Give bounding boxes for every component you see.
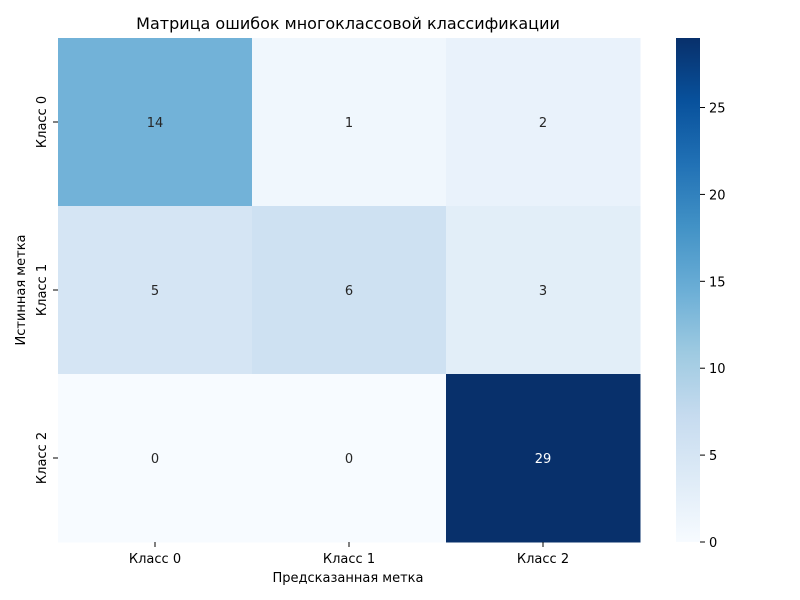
- heatmap-cell: [446, 374, 641, 543]
- heatmap-cells: [58, 38, 641, 543]
- x-axis: Класс 0 Класс 1 Класс 2: [129, 542, 569, 567]
- heatmap-cell: [58, 38, 253, 207]
- x-axis-label: Предсказанная метка: [273, 571, 424, 586]
- heatmap-cell: [58, 374, 253, 543]
- x-tick-label: Класс 1: [323, 552, 375, 567]
- heatmap-cell: [446, 206, 641, 375]
- cell-value-label: 0: [151, 452, 159, 467]
- colorbar: [676, 38, 700, 542]
- colorbar-tick-label: 25: [709, 102, 726, 117]
- y-tick-label: Класс 0: [35, 96, 50, 148]
- cell-value-label: 5: [151, 284, 159, 299]
- cell-value-label: 29: [535, 452, 552, 467]
- x-tick-label: Класс 2: [517, 552, 569, 567]
- y-tick-label: Класс 2: [35, 432, 50, 484]
- y-axis: Класс 0 Класс 1 Класс 2: [35, 96, 58, 484]
- chart-title: Матрица ошибок многоклассовой классифика…: [136, 14, 560, 33]
- colorbar-ticks: 0 5 10 15 20 25: [700, 102, 726, 551]
- heatmap-cell: [252, 206, 447, 375]
- heatmap-cell: [252, 374, 447, 543]
- heatmap-cell: [58, 206, 253, 375]
- cell-value-label: 0: [345, 452, 353, 467]
- colorbar-tick-label: 20: [709, 188, 726, 203]
- cell-value-label: 2: [539, 116, 547, 131]
- y-tick-label: Класс 1: [35, 264, 50, 316]
- cell-value-label: 14: [147, 116, 164, 131]
- heatmap-cell: [252, 38, 447, 207]
- colorbar-tick-label: 10: [709, 362, 726, 377]
- cell-value-label: 1: [345, 116, 353, 131]
- heatmap-cell-labels: 14 1 2 5 6 3 0 0 29: [147, 116, 552, 467]
- x-tick-label: Класс 0: [129, 552, 181, 567]
- heatmap-cell: [446, 38, 641, 207]
- colorbar-tick-label: 0: [709, 536, 717, 551]
- y-axis-label: Истинная метка: [14, 234, 29, 345]
- colorbar-tick-label: 15: [709, 275, 726, 290]
- colorbar-tick-label: 5: [709, 449, 717, 464]
- cell-value-label: 6: [345, 284, 353, 299]
- cell-value-label: 3: [539, 284, 547, 299]
